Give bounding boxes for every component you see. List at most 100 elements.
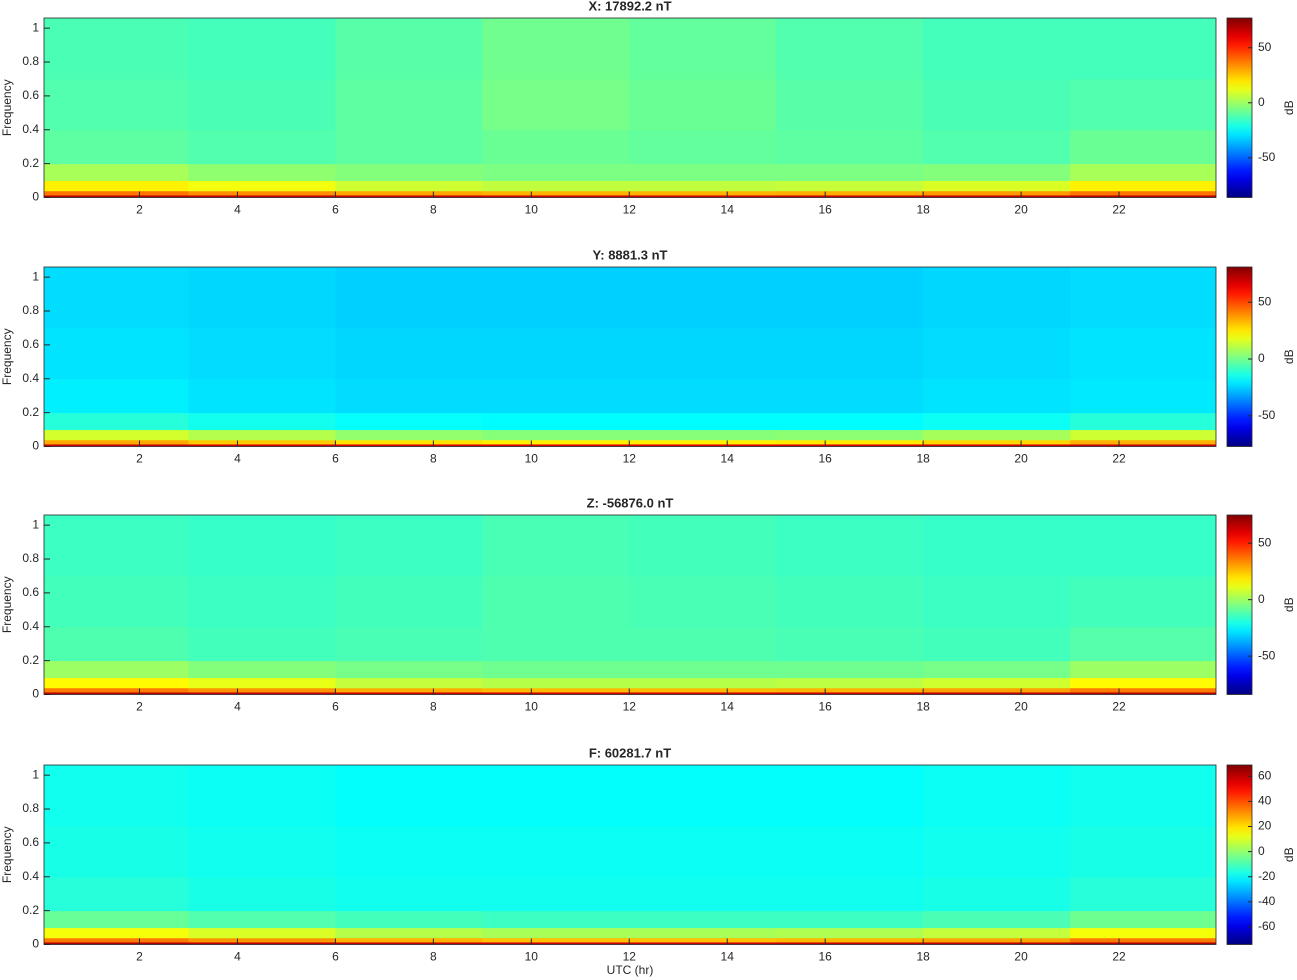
heatmap-cell: [44, 626, 189, 662]
heatmap-cell: [923, 412, 1071, 431]
colorbar-tick-label: -20: [1258, 869, 1276, 883]
heatmap-cell: [188, 429, 336, 441]
heatmap-cell: [188, 825, 336, 878]
heatmap-cell: [188, 765, 336, 827]
heatmap-cell: [923, 825, 1071, 878]
heatmap-cell: [44, 765, 189, 827]
heatmap-cell: [335, 439, 483, 445]
heatmap-cell: [44, 163, 189, 182]
heatmap-cell: [776, 18, 924, 80]
colorbar-tick-label: 50: [1258, 535, 1272, 549]
heatmap-cell: [1070, 825, 1216, 878]
colorbar-label: dB: [1282, 597, 1296, 612]
heatmap-cell: [629, 443, 777, 447]
heatmap-cell: [482, 515, 630, 577]
heatmap-cell: [482, 876, 630, 912]
x-tick-label: 10: [525, 203, 539, 217]
x-tick-label: 8: [430, 452, 437, 466]
colorbar-label: dB: [1282, 847, 1296, 862]
heatmap-cell: [776, 378, 924, 414]
heatmap-cell: [629, 765, 777, 827]
heatmap-cell: [776, 626, 924, 662]
heatmap-cell: [1070, 937, 1216, 943]
colorbar: [1226, 266, 1253, 447]
heatmap-cell: [44, 515, 189, 577]
heatmap-cell: [923, 765, 1071, 827]
heatmap-cell: [335, 327, 483, 380]
heatmap-cell: [335, 825, 483, 878]
heatmap-cell: [776, 677, 924, 689]
heatmap-cell: [335, 412, 483, 431]
heatmap-cell: [482, 927, 630, 939]
heatmap-cell: [482, 443, 630, 447]
x-tick-label: 6: [332, 203, 339, 217]
heatmap-cell: [44, 129, 189, 165]
x-tick-label: 8: [430, 203, 437, 217]
heatmap-cell: [482, 626, 630, 662]
y-tick-label: 0.8: [22, 801, 39, 815]
heatmap-cell: [335, 18, 483, 80]
heatmap-cell: [482, 660, 630, 679]
heatmap-cell: [776, 927, 924, 939]
panel-title: F: 60281.7 nT: [589, 745, 671, 760]
heatmap-cell: [776, 691, 924, 695]
heatmap-cell: [776, 876, 924, 912]
colorbar-tick-label: -50: [1258, 150, 1276, 164]
heatmap-cell: [1070, 443, 1216, 447]
panel-title: Z: -56876.0 nT: [587, 495, 674, 510]
heatmap-cell: [923, 876, 1071, 912]
heatmap-cell: [1070, 439, 1216, 445]
heatmap-cell: [335, 910, 483, 929]
heatmap-cell: [776, 429, 924, 441]
heatmap-cell: [776, 910, 924, 929]
heatmap-cell: [1070, 180, 1216, 192]
heatmap-cell: [629, 129, 777, 165]
heatmap-cell: [482, 378, 630, 414]
colorbar: [1226, 764, 1253, 945]
heatmap-cell: [1070, 515, 1216, 577]
heatmap-cell: [482, 327, 630, 380]
colorbar-tick-label: 60: [1258, 768, 1272, 782]
heatmap-cell: [1070, 163, 1216, 182]
heatmap-cell: [44, 910, 189, 929]
heatmap-cell: [482, 190, 630, 196]
y-tick-label: 0.6: [22, 585, 39, 599]
x-tick-label: 8: [430, 950, 437, 964]
heatmap-cell: [482, 429, 630, 441]
heatmap-cell: [44, 412, 189, 431]
heatmap-cell: [335, 937, 483, 943]
heatmap-cell: [923, 626, 1071, 662]
colorbar-tick-label: 40: [1258, 794, 1272, 808]
heatmap-cell: [44, 180, 189, 192]
heatmap-cell: [923, 937, 1071, 943]
heatmap-cell: [1070, 677, 1216, 689]
y-tick-label: 0.4: [22, 619, 39, 633]
panel-title: X: 17892.2 nT: [588, 0, 671, 13]
heatmap-cell: [1070, 687, 1216, 693]
heatmap-cell: [482, 129, 630, 165]
x-tick-label: 20: [1014, 950, 1028, 964]
heatmap-cell: [923, 691, 1071, 695]
heatmap-cell: [1070, 267, 1216, 329]
heatmap-cell: [44, 687, 189, 693]
axes-frame: [43, 514, 1217, 695]
heatmap-cell: [482, 687, 630, 693]
heatmap-cell: [335, 129, 483, 165]
heatmap: [44, 765, 1216, 945]
colorbar-tick-label: -40: [1258, 894, 1276, 908]
colorbar-tick-label: 50: [1258, 294, 1272, 308]
heatmap-cell: [629, 180, 777, 192]
x-tick-label: 12: [623, 452, 637, 466]
heatmap-cell: [1070, 765, 1216, 827]
heatmap-cell: [44, 691, 189, 695]
heatmap-cell: [188, 18, 336, 80]
heatmap-cell: [1070, 575, 1216, 628]
x-tick-label: 20: [1014, 452, 1028, 466]
heatmap-cell: [482, 691, 630, 695]
y-tick-label: 0.4: [22, 122, 39, 136]
colorbar-tick-label: -60: [1258, 919, 1276, 933]
heatmap-cell: [335, 927, 483, 939]
heatmap-cell: [1070, 626, 1216, 662]
heatmap-cell: [923, 78, 1071, 131]
heatmap-cell: [188, 941, 336, 945]
